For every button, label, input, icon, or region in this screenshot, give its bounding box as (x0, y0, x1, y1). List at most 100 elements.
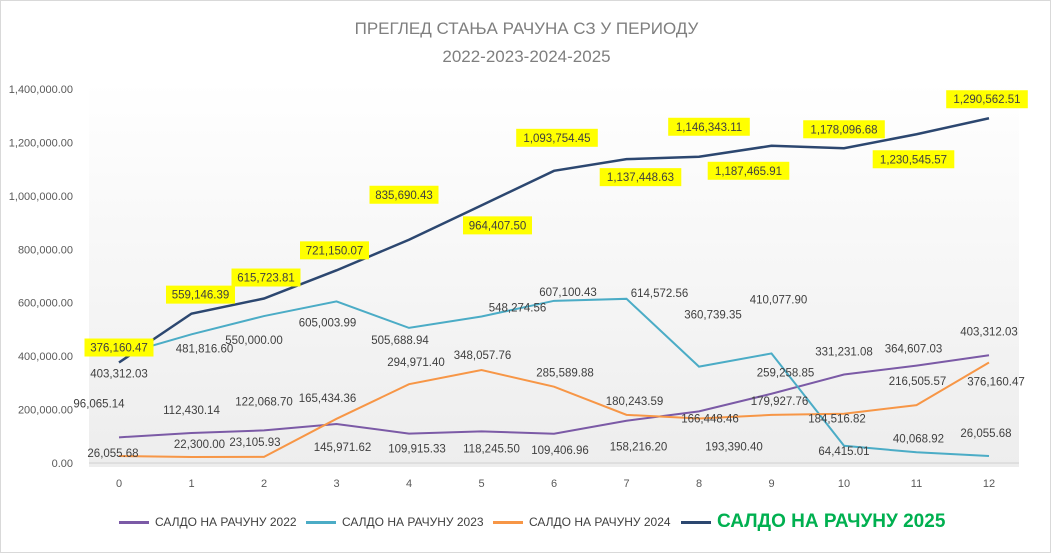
legend-label: САЛДО НА РАЧУНУ 2024 (529, 515, 671, 529)
data-label-2022: 122,068.70 (235, 396, 293, 408)
y-tick-label: 1,200,000.00 (9, 137, 73, 149)
legend-swatch (493, 520, 523, 524)
data-label-2023: 548,274.56 (489, 303, 547, 315)
series-line-2023 (118, 297, 990, 458)
data-label-2023: 410,077.90 (750, 294, 808, 306)
y-tick-label: 800,000.00 (18, 244, 73, 256)
y-tick-label: 200,000.00 (18, 405, 73, 417)
data-label-2025: 964,407.50 (469, 220, 527, 232)
data-label-highlight (166, 285, 235, 304)
x-tick-label: 7 (623, 478, 629, 490)
legend-swatch (306, 520, 336, 524)
data-label-2025: 835,690.43 (375, 190, 433, 202)
data-label-2022: 193,390.40 (705, 441, 763, 453)
data-label-2022: 145,971.62 (314, 442, 372, 454)
data-label-2023: 481,816.60 (176, 343, 234, 355)
legend-label: САЛДО НА РАЧУНУ 2023 (342, 515, 484, 529)
y-tick-label: 0.00 (52, 458, 73, 470)
data-label-2022: 259,258.85 (757, 368, 815, 380)
x-tick-label: 6 (551, 478, 557, 490)
series-line-2022 (118, 354, 990, 439)
data-label-highlight (463, 216, 532, 235)
data-label-highlight (707, 161, 790, 180)
data-label-2022: 158,216.20 (610, 442, 668, 454)
legend-swatch (681, 520, 711, 524)
data-label-2022: 403,312.03 (960, 326, 1018, 338)
data-label-2024: 184,516.82 (808, 414, 866, 426)
data-label-2025: 615,723.81 (237, 273, 295, 285)
data-label-2022: 331,231.08 (815, 347, 873, 359)
data-label-2024: 165,434.36 (299, 393, 357, 405)
legend-label: САЛДО НА РАЧУНУ 2025 (717, 511, 946, 532)
data-label-2025: 721,150.07 (306, 245, 364, 257)
legend: САЛДО НА РАЧУНУ 2022 САЛДО НА РАЧУНУ 2023… (1, 511, 1050, 535)
legend-item-2023: САЛДО НА РАЧУНУ 2023 (306, 515, 484, 529)
data-label-2023: 26,055.68 (960, 428, 1011, 440)
x-tick-label: 1 (188, 478, 194, 490)
data-label-2023: 550,000.00 (225, 335, 283, 347)
x-tick-label: 2 (261, 478, 267, 490)
data-label-highlight (803, 120, 885, 139)
data-label-highlight (599, 168, 682, 187)
data-label-2024: 180,243.59 (606, 396, 664, 408)
data-label-2024: 285,589.88 (536, 368, 594, 380)
data-label-2025: 559,146.39 (172, 290, 230, 302)
data-label-2023: 614,572.56 (631, 288, 689, 300)
data-label-2023: 505,688.94 (371, 335, 429, 347)
data-label-highlight (668, 117, 750, 136)
data-label-2022: 118,245.50 (463, 443, 520, 455)
data-label-highlight (946, 90, 1028, 109)
x-tick-label: 8 (696, 478, 702, 490)
y-tick-label: 1,400,000.00 (9, 84, 73, 96)
data-label-highlight (872, 150, 955, 169)
chart-title-line2: 2022-2023-2024-2025 (442, 47, 611, 66)
legend-item-2025: САЛДО НА РАЧУНУ 2025 (681, 511, 945, 533)
data-label-2022: 112,430.14 (163, 405, 220, 417)
data-label-2023: 605,003.99 (299, 317, 357, 329)
x-tick-label: 12 (983, 478, 995, 490)
data-label-2025: 1,290,562.51 (953, 94, 1020, 106)
data-label-highlight (84, 338, 154, 357)
legend-label: САЛДО НА РАЧУНУ 2022 (155, 515, 297, 529)
x-tick-label: 4 (406, 478, 412, 490)
data-label-2024: 216,505.57 (889, 376, 947, 388)
data-label-2024: 23,105.93 (229, 437, 280, 449)
data-label-highlight (300, 241, 369, 260)
data-label-2025: 1,093,754.45 (523, 133, 590, 145)
data-label-2023: 40,068.92 (893, 433, 944, 445)
data-label-2025: 376,160.47 (90, 343, 148, 355)
data-label-2024: 348,057.76 (454, 350, 512, 362)
y-tick-label: 1,000,000.00 (9, 191, 73, 203)
data-label-2024: 166,448.46 (681, 414, 739, 426)
x-tick-label: 10 (838, 478, 850, 490)
data-label-highlight (516, 128, 598, 147)
data-label-2022: 364,607.03 (885, 344, 943, 356)
data-label-2024: 376,160.47 (967, 377, 1025, 389)
x-tick-label: 11 (911, 478, 922, 490)
data-label-2025: 1,230,545.57 (880, 154, 947, 166)
data-label-highlight (369, 185, 439, 204)
chart-title-line1: ПРЕГЛЕД СТАЊА РАЧУНА СЗ У ПЕРИОДУ (354, 19, 699, 38)
data-label-2023: 360,739.35 (684, 310, 742, 322)
data-label-2024: 26,055.68 (87, 448, 138, 460)
data-label-2023: 403,312.03 (90, 368, 148, 380)
x-tick-label: 5 (478, 478, 484, 490)
data-label-2025: 1,178,096.68 (810, 124, 877, 136)
series-line-2025 (118, 117, 990, 364)
data-label-2025: 1,146,343.11 (676, 122, 742, 134)
data-label-highlight (231, 268, 301, 287)
data-label-2025: 1,137,448.63 (607, 172, 674, 184)
data-label-2024: 22,300.00 (174, 439, 225, 451)
series-line-2024 (118, 361, 990, 459)
data-label-2022: 96,065.14 (73, 398, 125, 410)
y-tick-label: 600,000.00 (18, 298, 73, 310)
data-label-2023: 64,415.01 (818, 446, 869, 458)
data-label-2024: 179,927.76 (751, 396, 809, 408)
x-tick-label: 0 (116, 478, 122, 490)
y-tick-label: 400,000.00 (18, 351, 73, 363)
data-label-2022: 109,915.33 (388, 444, 446, 456)
data-label-2023: 607,100.43 (539, 287, 597, 299)
data-label-2025: 1,187,465.91 (715, 166, 782, 178)
